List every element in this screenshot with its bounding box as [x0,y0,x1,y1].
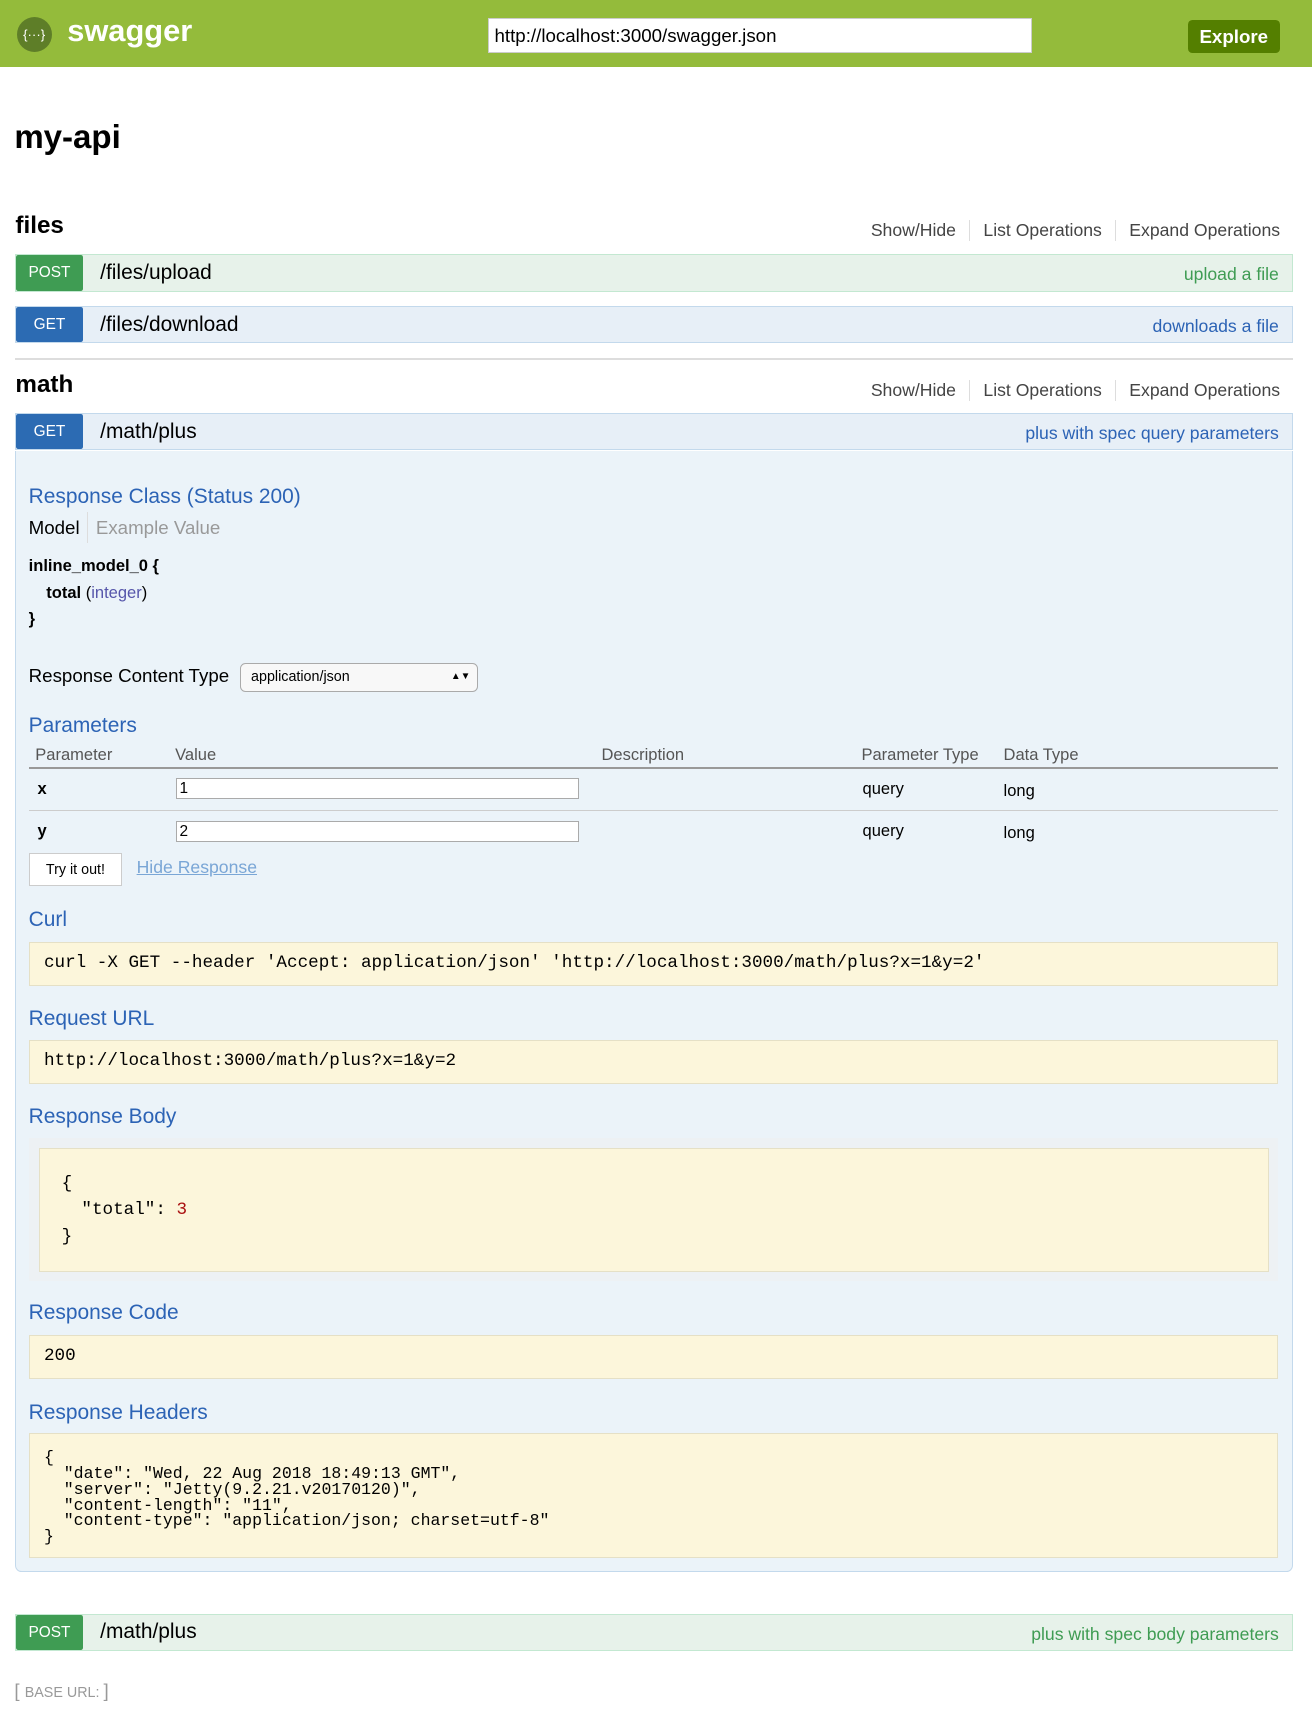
data-type: long [1003,822,1035,842]
operation-get-math-plus[interactable]: GET /math/plus plus with spec query para… [15,413,1294,451]
operation-path[interactable]: /files/download [100,312,239,336]
curl-title: Curl [28,907,68,931]
content-type-label: Response Content Type [28,665,230,687]
col-parameter: Parameter [35,744,113,764]
request-url-title: Request URL [28,1006,155,1030]
table-header-rule [28,766,1278,769]
col-value: Value [175,744,217,764]
group-title-math[interactable]: math [15,371,74,399]
operation-path[interactable]: /math/plus [100,419,197,443]
model-property: total (integer) [46,582,148,602]
data-type: long [1003,781,1035,801]
operation-get-files-download[interactable]: GET /files/download downloads a file [15,306,1294,344]
operation-post-math-plus[interactable]: POST /math/plus plus with spec body para… [15,1613,1294,1652]
body-close: } [61,1226,73,1247]
col-description: Description [601,744,685,764]
group-links-files: Show/Hide List Operations Expand Operati… [858,220,1280,242]
param-y-input[interactable]: 2 [176,820,580,842]
try-it-out-button[interactable]: Try it out! [28,852,123,886]
expand-operations-link[interactable]: Expand Operations [1115,220,1280,242]
json-value: 3 [176,1200,188,1221]
param-type: query [862,778,904,798]
property-type: integer [91,582,142,602]
expand-operations-link[interactable]: Expand Operations [1115,380,1280,402]
response-body[interactable]: { "total": 3} [38,1147,1270,1273]
response-code: 200 [28,1335,1278,1380]
select-arrows-icon: ▲▼ [450,671,471,683]
operation-path[interactable]: /files/upload [100,260,212,284]
param-type: query [862,820,904,840]
body-line: "total": 3 [62,1197,1268,1223]
show-hide-link[interactable]: Show/Hide [870,220,956,241]
base-url-value: : [95,1684,104,1701]
operation-summary[interactable]: plus with spec query parameters [1025,422,1279,443]
base-url: [ BASE URL: ] [14,1679,109,1701]
response-headers-title: Response Headers [28,1401,208,1425]
explore-button[interactable]: Explore [1187,19,1281,53]
method-badge[interactable]: POST [16,1614,83,1651]
group-links-math: Show/Hide List Operations Expand Operati… [858,380,1280,402]
top-bar: {···} swagger http://localhost:3000/swag… [0,0,1312,68]
row-divider [28,809,1278,811]
request-url: http://localhost:3000/math/plus?x=1&y=2 [28,1039,1278,1084]
model-close: } [28,609,36,629]
response-class-title: Response Class (Status 200) [28,484,301,508]
param-name-x: x [37,778,47,798]
parameters-title: Parameters [28,713,137,737]
method-badge[interactable]: GET [16,307,83,343]
param-name-y: y [37,820,47,840]
json-key: "total": [81,1200,177,1221]
operation-detail-panel [15,450,1294,1572]
selected-value: application/json [251,669,350,686]
example-value-tab[interactable]: Example Value [95,516,221,538]
list-operations-link[interactable]: List Operations [969,380,1115,402]
show-hide-link[interactable]: Show/Hide [870,380,956,401]
model-name: inline_model_0 { [28,556,159,576]
content-type-select[interactable]: application/json ▲▼ [240,663,479,692]
list-operations-link[interactable]: List Operations [969,220,1115,242]
hide-response-link[interactable]: Hide Response [136,857,257,878]
col-data-type: Data Type [1003,744,1079,764]
operation-summary[interactable]: upload a file [1183,264,1279,285]
group-title-files[interactable]: files [15,211,64,239]
body-open: { [61,1173,73,1194]
swagger-braces-icon[interactable]: {···} [16,16,52,52]
operation-summary[interactable]: downloads a file [1152,316,1279,337]
operation-post-files-upload[interactable]: POST /files/upload upload a file [15,254,1294,292]
col-parameter-type: Parameter Type [861,744,979,764]
curl-command: curl -X GET --header 'Accept: applicatio… [28,941,1278,986]
page-title: my-api [14,118,121,156]
group-divider [15,358,1294,361]
base-url-label: BASE URL [24,1684,96,1701]
method-badge[interactable]: POST [16,255,83,291]
property-name: total [46,582,82,602]
operation-summary[interactable]: plus with spec body parameters [1031,1623,1279,1644]
response-headers: { "date": "Wed, 22 Aug 2018 18:49:13 GMT… [28,1433,1278,1558]
operation-path[interactable]: /math/plus [100,1620,197,1644]
response-code-title: Response Code [28,1300,179,1324]
response-body-title: Response Body [28,1104,177,1128]
method-badge[interactable]: GET [16,414,83,450]
spec-url-input[interactable]: http://localhost:3000/swagger.json [488,17,1032,53]
param-x-input[interactable]: 1 [176,777,580,799]
tab-divider [87,512,89,544]
brand-name[interactable]: swagger [67,13,193,49]
model-tab[interactable]: Model [28,516,80,538]
